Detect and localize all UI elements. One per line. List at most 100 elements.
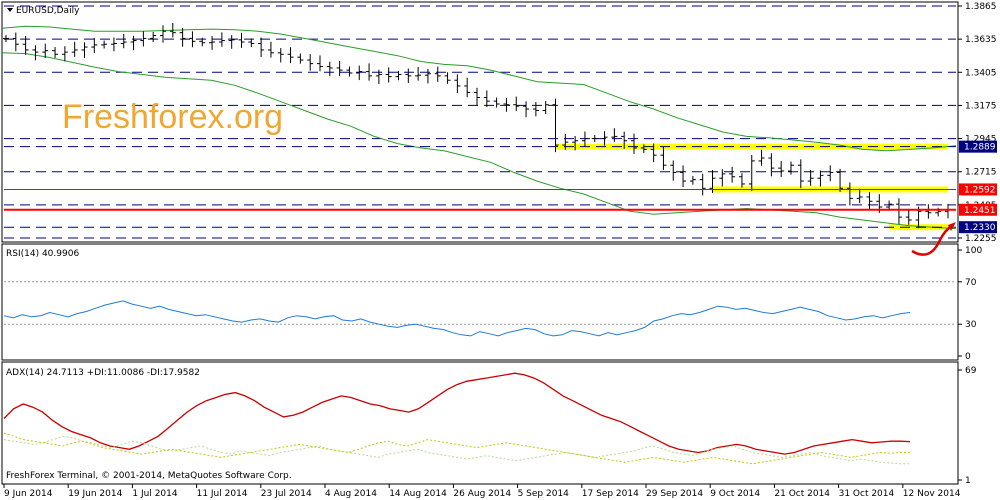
ohlc-bar [797, 159, 804, 189]
ohlc-bar [179, 27, 186, 47]
ohlc-bar [366, 63, 373, 81]
ohlc-bar [483, 90, 490, 108]
ohlc-bar [768, 153, 775, 177]
ohlc-bar [297, 53, 304, 64]
date-tick-label: 21 Oct 2014 [774, 489, 830, 499]
ohlc-bar [218, 32, 225, 47]
ohlc-bar [32, 45, 39, 61]
ohlc-bar [837, 168, 844, 192]
ohlc-bar [758, 149, 765, 166]
ohlc-bar [464, 77, 471, 98]
ohlc-bar [209, 36, 216, 50]
rsi-levels [4, 281, 956, 325]
ohlc-bar [778, 161, 785, 177]
ohlc-bar [807, 169, 814, 186]
ohlc-bar [434, 66, 441, 82]
price-tick-label: 1.3635 [965, 35, 997, 45]
price-tick-label: 1.3405 [965, 68, 997, 78]
copyright-text: FreshForex Terminal, © 2001-2014, MetaQu… [6, 471, 292, 481]
ohlc-bar [267, 41, 274, 58]
ohlc-bar [493, 97, 500, 108]
ohlc-bar [150, 31, 157, 43]
ohlc-bar [562, 133, 569, 150]
lower-band-line [1, 52, 957, 230]
adx-tick-label: 1 [965, 476, 971, 486]
di-minus-line [3, 432, 911, 465]
curved-arrow [911, 224, 953, 256]
date-tick-label: 31 Oct 2014 [839, 489, 895, 499]
ohlc-bar [846, 182, 853, 206]
ohlc-bar [611, 128, 618, 142]
di-plus-line [3, 435, 910, 465]
ohlc-bar [621, 131, 628, 149]
date-tick-label: 26 Aug 2014 [453, 489, 511, 499]
adx-y-axis: 69 1 [958, 366, 977, 486]
ohlc-bar [474, 87, 480, 106]
ohlc-bar [130, 35, 137, 51]
ohlc-bars [3, 23, 951, 229]
ohlc-bar [81, 42, 88, 59]
ohlc-bar [415, 66, 422, 81]
ohlc-bar [287, 47, 294, 64]
level-label-text: 1.2330 [964, 223, 996, 233]
date-tick-label: 29 Sep 2014 [646, 489, 703, 499]
ohlc-bar [395, 70, 402, 81]
date-tick-label: 12 Nov 2014 [903, 489, 961, 499]
ohlc-bar [424, 68, 431, 84]
ohlc-bar [817, 170, 824, 187]
ohlc-bar [248, 38, 255, 48]
adx-panel-frame [1, 361, 959, 485]
ohlc-bar [307, 54, 314, 71]
ohlc-bar [169, 23, 176, 38]
price-tick-label: 1.3175 [965, 101, 997, 111]
ohlc-bar [336, 60, 343, 77]
ohlc-bar [258, 37, 265, 58]
ohlc-bar [601, 131, 608, 146]
ohlc-bar [660, 146, 667, 170]
date-tick-label: 11 Jul 2014 [197, 489, 248, 499]
rsi-panel-frame [1, 243, 959, 361]
level-label-text: 1.2451 [964, 206, 996, 216]
level-label-box [959, 203, 997, 216]
date-tick-label: 1 Jul 2014 [132, 489, 177, 499]
level-label-box [959, 140, 997, 153]
highlight-zone-upper [555, 143, 948, 150]
rsi-tick-label: 0 [965, 352, 971, 362]
ohlc-bar [238, 32, 245, 48]
rsi-title: RSI(14) 40.9906 [6, 249, 79, 259]
ohlc-bar [827, 165, 834, 182]
price-tick-label: 1.2255 [965, 234, 997, 244]
ohlc-bar [326, 61, 333, 77]
date-tick-label: 5 Sep 2014 [518, 489, 570, 499]
ohlc-bar [199, 37, 206, 47]
ohlc-bar [277, 48, 284, 63]
ohlc-bar [513, 96, 520, 111]
ohlc-bar [3, 34, 9, 43]
ohlc-bar [788, 161, 794, 175]
ohlc-bar [385, 67, 392, 83]
ohlc-bar [719, 169, 726, 187]
menu-triangle-icon[interactable] [7, 8, 13, 12]
date-tick-label: 19 Jun 2014 [68, 489, 122, 499]
ohlc-bar [317, 55, 323, 72]
date-tick-label: 4 Aug 2014 [325, 489, 377, 499]
adx-line [3, 372, 911, 455]
ohlc-bar [572, 135, 579, 151]
price-panel-frame [1, 1, 959, 243]
ohlc-bar [542, 101, 549, 115]
ohlc-bar [680, 165, 687, 187]
ohlc-bar [454, 74, 461, 94]
ohlc-bar [856, 188, 863, 204]
rsi-line [3, 300, 911, 337]
ohlc-bar [405, 68, 412, 83]
date-tick-label: 9 Oct 2014 [710, 489, 760, 499]
ohlc-bar [670, 160, 677, 181]
ohlc-bar [925, 204, 932, 219]
price-grid [4, 5, 956, 239]
ohlc-bar [738, 173, 745, 188]
rsi-tick-label: 70 [965, 278, 977, 288]
rsi-y-axis: 100 70 30 0 [958, 246, 982, 362]
watermark: Freshforex.org [62, 98, 283, 136]
